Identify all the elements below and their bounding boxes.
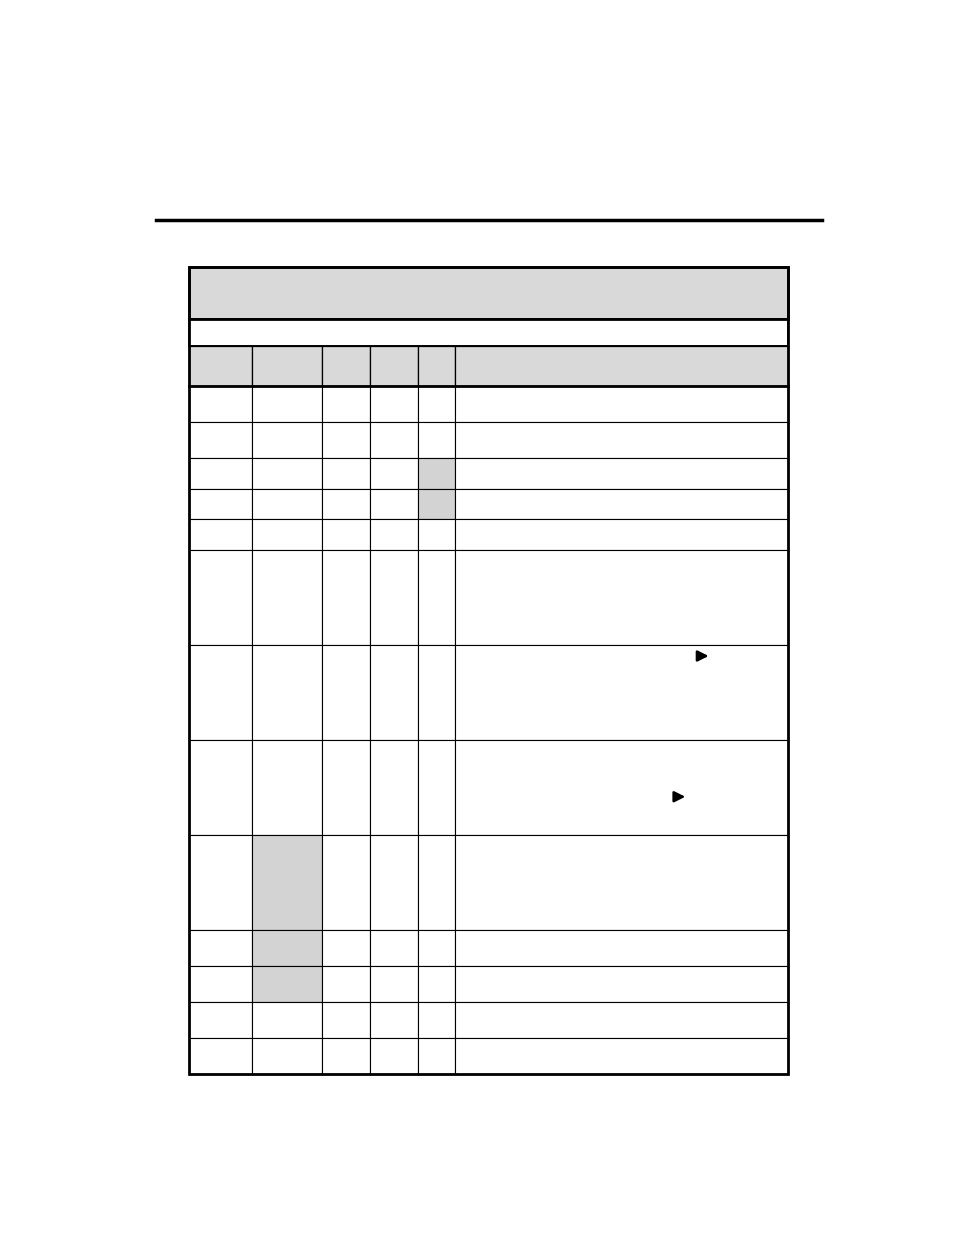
Bar [190, 267, 787, 1074]
Bar [370, 458, 417, 489]
Bar [370, 489, 417, 519]
Bar [252, 740, 322, 835]
Bar [455, 1039, 787, 1074]
Bar [190, 645, 252, 740]
Bar [370, 550, 417, 645]
Bar [252, 550, 322, 645]
Bar [455, 489, 787, 519]
Bar [417, 422, 455, 458]
Bar [417, 346, 455, 387]
Bar [252, 966, 322, 1002]
Bar [417, 550, 455, 645]
Bar [252, 930, 322, 966]
Bar [190, 387, 252, 422]
Bar [252, 835, 322, 930]
Bar [455, 519, 787, 550]
Bar [190, 550, 252, 645]
Bar [417, 740, 455, 835]
Bar [190, 519, 252, 550]
Bar [322, 1039, 370, 1074]
Bar [370, 740, 417, 835]
Bar [252, 1002, 322, 1039]
Bar [252, 387, 322, 422]
Bar [417, 1002, 455, 1039]
Bar [455, 835, 787, 930]
Bar [322, 550, 370, 645]
Bar [252, 458, 322, 489]
Bar [322, 346, 370, 387]
Bar [455, 740, 787, 835]
Bar [370, 966, 417, 1002]
Bar [322, 740, 370, 835]
Bar [370, 519, 417, 550]
Bar [190, 346, 252, 387]
Bar [417, 966, 455, 1002]
Bar [252, 645, 322, 740]
Bar [455, 458, 787, 489]
Bar [370, 346, 417, 387]
Bar [455, 550, 787, 645]
Bar [322, 966, 370, 1002]
Bar [417, 458, 455, 489]
Bar [417, 1039, 455, 1074]
Bar [370, 930, 417, 966]
Bar [455, 1002, 787, 1039]
Bar [322, 458, 370, 489]
Bar [190, 1039, 252, 1074]
Bar [455, 346, 787, 387]
Bar [252, 422, 322, 458]
Bar [190, 422, 252, 458]
Bar [455, 930, 787, 966]
Bar [190, 966, 252, 1002]
Bar [417, 645, 455, 740]
Bar [417, 930, 455, 966]
Bar [370, 387, 417, 422]
Bar [322, 930, 370, 966]
Bar [322, 387, 370, 422]
Bar [417, 835, 455, 930]
Bar [370, 1002, 417, 1039]
Bar [322, 835, 370, 930]
Bar [190, 835, 252, 930]
Bar [370, 835, 417, 930]
Bar [322, 489, 370, 519]
Bar [455, 422, 787, 458]
Bar [190, 930, 252, 966]
Bar [190, 458, 252, 489]
Bar [252, 519, 322, 550]
Bar [190, 489, 252, 519]
Bar [370, 1039, 417, 1074]
Bar [417, 489, 455, 519]
Bar [252, 346, 322, 387]
Bar [322, 422, 370, 458]
Bar [252, 1039, 322, 1074]
Bar [417, 387, 455, 422]
Bar [190, 1002, 252, 1039]
Bar [190, 740, 252, 835]
Bar [252, 489, 322, 519]
Bar [322, 519, 370, 550]
Bar [322, 1002, 370, 1039]
Bar [417, 519, 455, 550]
Bar [455, 387, 787, 422]
Bar [190, 320, 787, 346]
Bar [370, 645, 417, 740]
Bar [455, 966, 787, 1002]
Bar [370, 422, 417, 458]
Bar [322, 645, 370, 740]
Bar [455, 645, 787, 740]
Bar [190, 267, 787, 320]
